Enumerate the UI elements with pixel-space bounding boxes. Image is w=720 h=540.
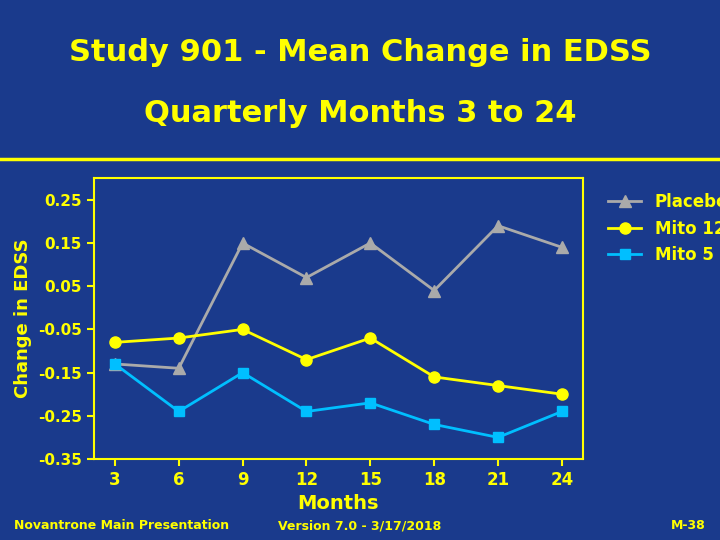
Placebo	[366, 240, 374, 246]
Line: Mito 5: Mito 5	[110, 359, 567, 442]
Placebo	[430, 287, 438, 294]
Line: Mito 12: Mito 12	[109, 324, 567, 400]
Text: Novantrone Main Presentation: Novantrone Main Presentation	[14, 519, 230, 532]
Text: Quarterly Months 3 to 24: Quarterly Months 3 to 24	[144, 99, 576, 128]
Mito 12	[366, 335, 374, 341]
Placebo	[302, 274, 311, 281]
Placebo	[557, 244, 566, 251]
Mito 5	[494, 434, 503, 441]
Mito 12	[557, 391, 566, 397]
Text: M-38: M-38	[671, 519, 706, 532]
Mito 12	[238, 326, 247, 333]
Mito 12	[111, 339, 120, 346]
Placebo	[111, 361, 120, 367]
Text: Version 7.0 - 3/17/2018: Version 7.0 - 3/17/2018	[279, 519, 441, 532]
Mito 5	[302, 408, 311, 415]
Text: Study 901 - Mean Change in EDSS: Study 901 - Mean Change in EDSS	[68, 38, 652, 68]
Placebo	[494, 222, 503, 229]
Mito 5	[557, 408, 566, 415]
Mito 5	[430, 421, 438, 428]
X-axis label: Months: Months	[297, 494, 379, 514]
Placebo	[174, 365, 183, 372]
Line: Placebo: Placebo	[109, 220, 567, 374]
Legend: Placebo, Mito 12, Mito 5: Placebo, Mito 12, Mito 5	[601, 186, 720, 271]
Y-axis label: Change in EDSS: Change in EDSS	[14, 239, 32, 399]
Mito 5	[238, 369, 247, 376]
Mito 12	[430, 374, 438, 380]
Mito 5	[111, 361, 120, 367]
Mito 12	[302, 356, 311, 363]
Mito 12	[494, 382, 503, 389]
Mito 5	[366, 400, 374, 406]
Mito 12	[174, 335, 183, 341]
Placebo	[238, 240, 247, 246]
Mito 5	[174, 408, 183, 415]
